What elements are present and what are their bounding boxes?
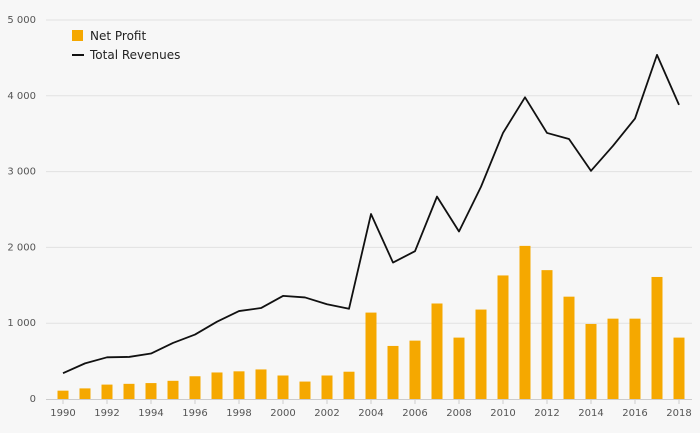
x-tick-label: 2016 bbox=[622, 408, 647, 419]
x-tick-label: 2006 bbox=[402, 408, 427, 419]
x-tick-label: 2000 bbox=[270, 408, 295, 419]
bar-net-profit-2005 bbox=[387, 345, 399, 399]
bar-net-profit-2017 bbox=[651, 276, 663, 399]
bar-net-profit-2018 bbox=[673, 337, 685, 399]
bar-net-profit-2010 bbox=[497, 275, 509, 399]
legend-label-total-revenues: Total Revenues bbox=[89, 48, 180, 62]
y-tick-label: 4 000 bbox=[7, 91, 36, 102]
x-tick-label: 1996 bbox=[182, 408, 207, 419]
bar-net-profit-2006 bbox=[409, 340, 421, 399]
bar-net-profit-2016 bbox=[629, 318, 641, 399]
x-axis-ticks: 1990 1992 1994 1996 1998 2000 2002 2004 2006 2008… bbox=[50, 399, 692, 419]
y-tick-label: 5 000 bbox=[7, 15, 36, 26]
x-tick-label: 2010 bbox=[490, 408, 515, 419]
bar-net-profit-2004 bbox=[365, 312, 377, 399]
x-tick-label: 2008 bbox=[446, 408, 471, 419]
x-tick-label: 2002 bbox=[314, 408, 339, 419]
bar-net-profit-1991 bbox=[79, 388, 91, 399]
x-tick-label: 1990 bbox=[50, 408, 75, 419]
bar-net-profit-2012 bbox=[541, 270, 553, 399]
bar-net-profit-1993 bbox=[123, 383, 135, 399]
x-tick-label: 1992 bbox=[94, 408, 119, 419]
y-tick-label: 0 bbox=[30, 394, 36, 405]
gridlines bbox=[46, 19, 692, 324]
total-revenues-line-group bbox=[62, 53, 680, 375]
x-tick-label: 2014 bbox=[578, 408, 603, 419]
bar-net-profit-1995 bbox=[167, 380, 179, 399]
y-tick-label: 1 000 bbox=[7, 318, 36, 329]
bar-net-profit-1996 bbox=[189, 376, 201, 399]
legend-swatch-net-profit bbox=[72, 30, 83, 41]
bar-net-profit-2003 bbox=[343, 371, 355, 399]
bar-net-profit-1990 bbox=[57, 390, 69, 399]
bar-net-profit-1994 bbox=[145, 383, 157, 399]
net-profit-bars bbox=[57, 245, 685, 399]
bar-net-profit-1997 bbox=[211, 372, 223, 399]
x-tick-label: 2012 bbox=[534, 408, 559, 419]
bar-net-profit-2013 bbox=[563, 296, 575, 399]
bar-net-profit-2001 bbox=[299, 381, 311, 399]
bar-net-profit-2008 bbox=[453, 337, 465, 399]
bar-net-profit-2002 bbox=[321, 375, 333, 399]
y-tick-label: 2 000 bbox=[7, 242, 36, 253]
y-tick-label: 3 000 bbox=[7, 167, 36, 178]
bar-net-profit-2007 bbox=[431, 303, 443, 399]
bar-net-profit-2015 bbox=[607, 318, 619, 399]
x-tick-label: 2018 bbox=[666, 408, 691, 419]
x-tick-label: 2004 bbox=[358, 408, 383, 419]
bar-net-profit-1999 bbox=[255, 369, 267, 399]
bar-net-profit-1998 bbox=[233, 371, 245, 399]
bar-net-profit-2000 bbox=[277, 375, 289, 399]
x-tick-label: 1998 bbox=[226, 408, 251, 419]
legend-label-net-profit: Net Profit bbox=[90, 29, 146, 43]
bar-net-profit-2009 bbox=[475, 309, 487, 399]
legend: Net Profit Total Revenues bbox=[72, 29, 180, 62]
bar-net-profit-2014 bbox=[585, 323, 597, 399]
bar-net-profit-2011 bbox=[519, 245, 531, 399]
bar-net-profit-1992 bbox=[101, 384, 113, 399]
line-total-revenues bbox=[62, 53, 680, 375]
x-tick-label: 1994 bbox=[138, 408, 163, 419]
y-axis-ticks: 0 1 000 2 000 3 000 4 000 5 000 bbox=[7, 15, 36, 405]
